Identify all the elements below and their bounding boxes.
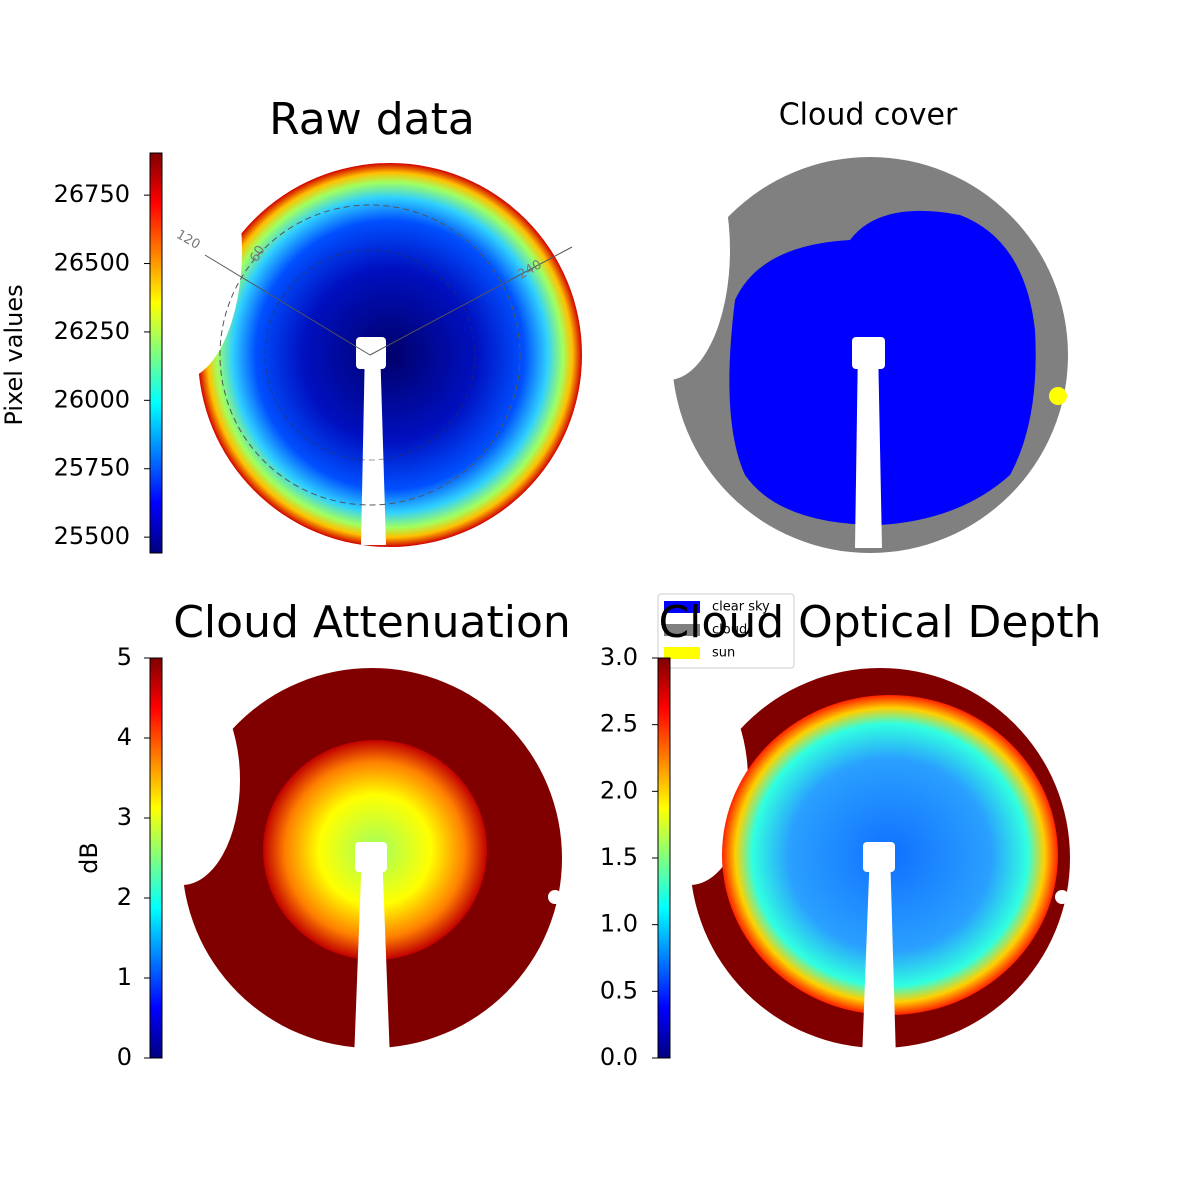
colorbar-tick-label: 1.0	[600, 910, 638, 938]
colorbar-tick-label: 25500	[54, 522, 130, 550]
colorbar-label: dB	[75, 842, 103, 874]
colorbar-tick-label: 26500	[54, 249, 130, 277]
colorbar-tick-label: 3.0	[600, 643, 638, 671]
legend-patch	[664, 647, 700, 659]
colorbar-tick-label: 1	[117, 963, 132, 991]
colorbar-tick-label: 26750	[54, 180, 130, 208]
colorbar-tick-label: 0.0	[600, 1043, 638, 1071]
colorbar-tick-label: 2.0	[600, 776, 638, 804]
colorbar-tick-label: 5	[117, 643, 132, 671]
colorbar-label: Pixel values	[0, 284, 28, 425]
colorbar-tick-label: 0	[117, 1043, 132, 1071]
colorbar-tick-label: 4	[117, 723, 132, 751]
optical-depth-image	[632, 668, 1070, 1060]
panel-title: Cloud Attenuation	[173, 597, 571, 648]
panel-title: Cloud cover	[779, 98, 958, 133]
cloud-cover-image	[606, 120, 1068, 553]
panel-title: Raw data	[269, 94, 475, 145]
image-cutout	[606, 120, 730, 380]
attenuation-image	[124, 668, 562, 1060]
colorbar-tick-label: 0.5	[600, 976, 638, 1004]
polar-annotation: 60	[247, 243, 268, 265]
colorbar-tick-label: 3	[117, 803, 132, 831]
colorbar	[657, 657, 671, 1059]
colorbar-tick-label: 25750	[54, 454, 130, 482]
legend-label: clear sky	[712, 600, 770, 615]
colorbar-tick-label: 1.5	[600, 843, 638, 871]
colorbar-tick-label: 26000	[54, 385, 130, 413]
colorbar-tick-label: 2.5	[600, 710, 638, 738]
legend-label: cloud	[712, 623, 747, 638]
colorbar	[149, 657, 163, 1059]
legend-patch	[664, 601, 700, 613]
legend-patch	[664, 624, 700, 636]
sun-region	[1049, 387, 1067, 405]
camera	[852, 337, 885, 369]
panel-title: Cloud Optical Depth	[658, 597, 1101, 648]
colorbar-tick-label: 26250	[54, 317, 130, 345]
colorbar	[149, 152, 163, 554]
colorbar-tick-label: 2	[117, 883, 132, 911]
legend-label: sun	[712, 646, 735, 661]
mast	[855, 345, 882, 548]
raw-image	[118, 120, 582, 547]
